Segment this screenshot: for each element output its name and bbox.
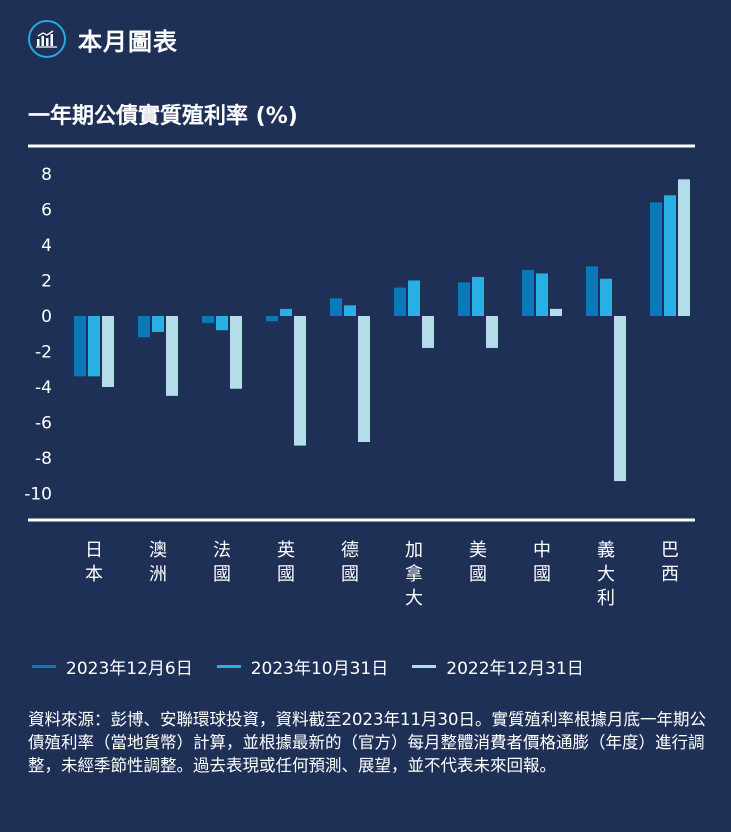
- bar-2-series-2: [152, 316, 164, 332]
- bar-2-series-3: [166, 316, 178, 396]
- bar-4-series-1: [266, 316, 278, 322]
- y-tick-label-2: 4: [41, 236, 52, 256]
- x-label-4-char-1: 英: [277, 540, 295, 561]
- y-tick-label-3: 2: [41, 272, 52, 292]
- bar-10-series-2: [664, 195, 676, 316]
- x-label-7-char-1: 美: [469, 540, 487, 561]
- x-label-6-char-1: 加: [405, 540, 423, 561]
- bar-7-series-1: [458, 282, 470, 316]
- bar-chart-icon: [28, 20, 66, 58]
- x-label-2-char-2: 洲: [149, 564, 167, 585]
- x-label-2-char-1: 澳: [149, 540, 167, 561]
- legend-swatch-2: [216, 665, 241, 668]
- x-label-7-char-2: 國: [469, 564, 487, 585]
- bar-8-series-3: [550, 308, 562, 316]
- x-label-4-char-2: 國: [277, 564, 295, 585]
- bar-1-series-3: [102, 316, 114, 387]
- x-label-10-char-1: 巴: [661, 540, 679, 561]
- bar-9-series-3: [614, 316, 626, 482]
- bar-7-series-2: [472, 276, 484, 316]
- bar-1-series-2: [88, 316, 100, 377]
- legend-label-1: 2023年12月6日: [66, 659, 193, 679]
- x-label-8-char-2: 國: [533, 564, 551, 585]
- legend-label-3: 2022年12月31日: [446, 659, 584, 679]
- bar-9-series-2: [600, 278, 612, 316]
- x-label-1-char-2: 本: [85, 564, 103, 585]
- bar-3-series-2: [216, 316, 228, 331]
- x-label-3-char-1: 法: [213, 540, 231, 561]
- legend-item-1: 2023年12月6日: [32, 654, 193, 679]
- bar-6-series-2: [408, 280, 420, 316]
- y-tick-label-8: -8: [35, 449, 52, 469]
- legend-swatch-3: [412, 665, 437, 668]
- y-tick-label-0: 8: [41, 165, 52, 185]
- bar-10-series-1: [650, 202, 662, 316]
- bar-4-series-3: [294, 316, 306, 446]
- legend-label-2: 2023年10月31日: [250, 659, 389, 679]
- x-label-9-char-2: 大: [597, 564, 615, 585]
- x-label-9-char-1: 義: [597, 540, 615, 561]
- bar-9-series-1: [586, 266, 598, 316]
- bar-6-series-1: [394, 287, 406, 316]
- x-label-5-char-2: 國: [341, 564, 359, 585]
- x-label-1-char-1: 日: [85, 540, 103, 561]
- bar-6-series-3: [422, 316, 434, 348]
- legend: 2023年12月6日 2023年10月31日 2022年12月31日: [32, 654, 608, 679]
- y-tick-label-6: -4: [35, 378, 52, 398]
- x-label-6-char-2: 拿: [405, 563, 423, 585]
- x-label-3-char-2: 國: [213, 564, 231, 585]
- bar-2-series-1: [138, 316, 150, 338]
- bar-8-series-2: [536, 273, 548, 316]
- legend-item-2: 2023年10月31日: [216, 654, 389, 679]
- x-label-5-char-1: 德: [341, 540, 359, 561]
- y-tick-label-4: 0: [41, 307, 52, 327]
- y-tick-label-5: -2: [35, 343, 52, 363]
- header: 本月圖表: [28, 14, 178, 64]
- legend-item-3: 2022年12月31日: [412, 654, 584, 679]
- header-title: 本月圖表: [78, 27, 178, 56]
- bar-8-series-1: [522, 269, 534, 316]
- x-label-10-char-2: 西: [661, 564, 679, 585]
- bar-7-series-3: [486, 316, 498, 348]
- x-label-9-char-3: 利: [597, 588, 615, 609]
- bar-3-series-3: [230, 316, 242, 389]
- bar-5-series-3: [358, 316, 370, 443]
- bar-4-series-2: [280, 308, 292, 316]
- y-tick-label-1: 6: [41, 201, 52, 221]
- bar-1-series-1: [74, 316, 86, 377]
- x-label-8-char-1: 中: [533, 540, 551, 561]
- source-note: 資料來源：彭博、安聯環球投資，資料截至2023年11月30日。實質殖利率根據月底…: [28, 710, 706, 775]
- y-tick-label-9: -10: [24, 485, 52, 505]
- bar-5-series-1: [330, 298, 342, 316]
- bar-3-series-1: [202, 316, 214, 324]
- bar-10-series-3: [678, 179, 690, 316]
- y-tick-label-7: -6: [35, 414, 52, 434]
- legend-swatch-1: [32, 665, 56, 668]
- x-label-6-char-3: 大: [405, 588, 423, 609]
- chart-title: 一年期公債實質殖利率 (%): [28, 104, 298, 129]
- bar-5-series-2: [344, 305, 356, 316]
